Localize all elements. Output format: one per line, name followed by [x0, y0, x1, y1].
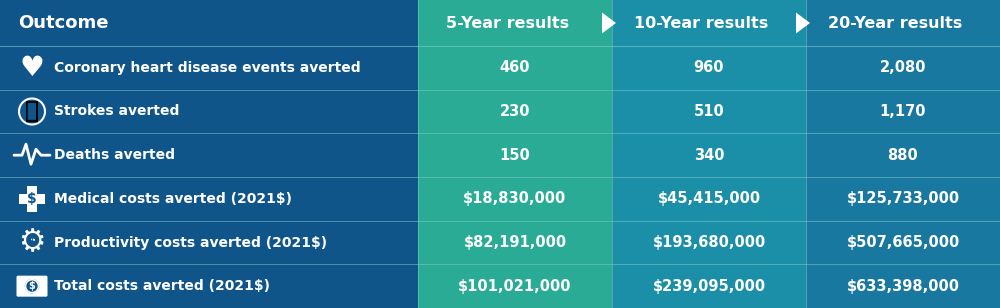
Text: Strokes averted: Strokes averted	[54, 104, 179, 119]
Text: 340: 340	[694, 148, 724, 163]
Text: Deaths averted: Deaths averted	[54, 148, 175, 162]
Polygon shape	[602, 13, 616, 34]
Text: 960: 960	[694, 60, 724, 75]
Bar	[418, 133, 612, 177]
Bar	[0, 177, 418, 221]
Text: $239,095,000: $239,095,000	[652, 279, 766, 294]
Polygon shape	[796, 13, 810, 34]
Bar	[806, 0, 1000, 46]
Text: Outcome: Outcome	[18, 14, 108, 32]
Text: 🧠: 🧠	[25, 99, 39, 123]
Bar	[612, 177, 806, 221]
Text: $193,680,000: $193,680,000	[652, 235, 766, 250]
Text: Productivity costs averted (2021$): Productivity costs averted (2021$)	[54, 236, 327, 249]
Text: $82,191,000: $82,191,000	[463, 235, 567, 250]
Text: 10-Year results: 10-Year results	[634, 15, 768, 30]
Bar	[806, 46, 1000, 90]
Text: 880: 880	[888, 148, 918, 163]
Text: 1,170: 1,170	[880, 104, 926, 119]
Bar	[19, 194, 45, 204]
Bar	[0, 221, 418, 264]
Text: Medical costs averted (2021$): Medical costs averted (2021$)	[54, 192, 292, 206]
Bar	[612, 264, 806, 308]
Bar	[418, 0, 612, 46]
Text: 5-Year results: 5-Year results	[446, 15, 569, 30]
Bar	[806, 133, 1000, 177]
Text: $18,830,000: $18,830,000	[463, 191, 567, 206]
Bar	[418, 221, 612, 264]
Bar	[418, 90, 612, 133]
Text: $633,398,000: $633,398,000	[846, 279, 960, 294]
Text: $: $	[29, 281, 35, 291]
Text: 460: 460	[500, 60, 530, 75]
Text: 20-Year results: 20-Year results	[828, 15, 962, 30]
Bar	[418, 264, 612, 308]
Text: Total costs averted (2021$): Total costs averted (2021$)	[54, 279, 270, 293]
Text: 230: 230	[500, 104, 530, 119]
Text: 🧠: 🧠	[25, 102, 39, 121]
Text: ⚙: ⚙	[18, 228, 46, 257]
Bar	[806, 264, 1000, 308]
Bar	[0, 133, 418, 177]
Bar	[27, 186, 37, 212]
Bar	[806, 177, 1000, 221]
Text: 510: 510	[694, 104, 724, 119]
Text: $125,733,000: $125,733,000	[846, 191, 960, 206]
Bar	[612, 133, 806, 177]
Bar	[612, 0, 806, 46]
Bar	[418, 46, 612, 90]
Bar	[418, 177, 612, 221]
Text: 150: 150	[500, 148, 530, 163]
Text: 2,080: 2,080	[880, 60, 926, 75]
Text: $101,021,000: $101,021,000	[458, 279, 572, 294]
Circle shape	[26, 280, 38, 293]
Text: $: $	[27, 192, 37, 206]
Text: $45,415,000: $45,415,000	[657, 191, 761, 206]
Text: $: $	[28, 236, 36, 249]
Bar	[612, 90, 806, 133]
Bar	[612, 221, 806, 264]
FancyBboxPatch shape	[16, 276, 48, 297]
Text: Coronary heart disease events averted: Coronary heart disease events averted	[54, 61, 361, 75]
Text: ♥: ♥	[20, 54, 44, 82]
Text: $507,665,000: $507,665,000	[846, 235, 960, 250]
Bar	[806, 90, 1000, 133]
Bar	[806, 221, 1000, 264]
Bar	[612, 46, 806, 90]
Bar	[0, 46, 418, 90]
Bar	[0, 264, 418, 308]
Bar	[0, 90, 418, 133]
Bar	[0, 0, 418, 46]
